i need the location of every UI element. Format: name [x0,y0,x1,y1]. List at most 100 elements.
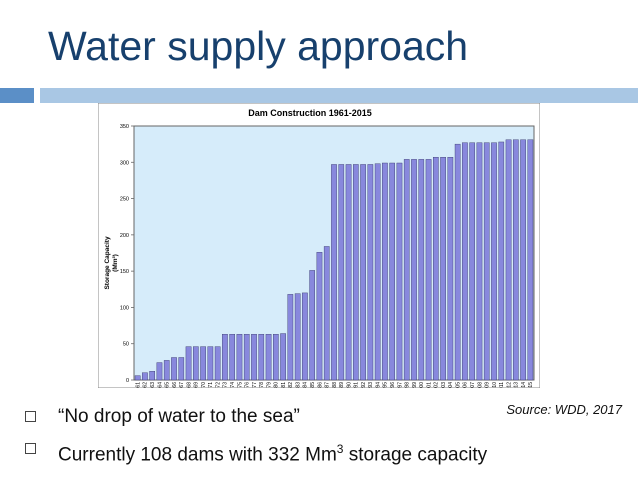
bullet-item: “No drop of water to the sea” [14,401,487,433]
bar-1976 [243,334,250,381]
y-tick-label: 250 [120,197,129,203]
bar-1999 [411,159,417,381]
y-tick-label: 0 [126,378,129,384]
x-tick-label: 2014 [521,382,527,388]
bar-1985 [309,270,315,381]
x-tick-label: 1984 [303,382,309,388]
x-tick-label: 1978 [259,382,265,388]
x-tick-label: 1994 [375,382,381,388]
bar-1995 [382,162,388,381]
bar-1962 [142,372,148,381]
y-tick-label: 350 [120,124,129,130]
bullet-item: Currently 108 dams with 332 Mm3 storage … [14,433,487,471]
x-tick-label: 1995 [383,382,389,388]
x-tick-label: 2004 [448,382,454,388]
slide-title: Water supply approach [48,23,469,69]
x-tick-label: 2005 [455,382,461,388]
title-accent-bar-right [40,88,638,103]
bar-1974 [229,334,235,381]
x-tick-label: 1979 [266,382,272,388]
x-tick-label: 1989 [339,382,345,388]
x-tick-label: 1971 [208,382,214,388]
title-accent-bar-left [0,88,34,103]
x-tick-label: 2015 [528,382,534,388]
bar-1996 [389,162,395,381]
y-tick-label: 150 [120,269,129,275]
bar-2003 [440,157,446,381]
y-tick-label: 200 [120,233,129,239]
x-tick-label: 1996 [390,382,396,388]
x-tick-label: 2002 [434,382,440,388]
bar-2015 [527,139,534,381]
x-tick-label: 1982 [288,382,294,388]
bar-1981 [280,333,286,381]
bar-1970 [200,346,206,381]
x-tick-label: 1990 [346,382,352,388]
x-tick-label: 1991 [354,382,360,388]
y-tick-label: 50 [123,342,129,348]
x-tick-label: 2003 [441,382,447,388]
bar-1973 [222,334,228,381]
bar-1963 [149,371,156,381]
x-tick-label: 1974 [230,382,236,388]
bar-1978 [258,334,265,381]
bullet-text: Currently 108 dams with 332 Mm [58,444,337,466]
x-tick-label: 2009 [485,382,491,388]
bar-2004 [447,157,454,381]
x-tick-label: 1966 [172,382,178,388]
x-tick-label: 1986 [317,382,323,388]
bar-2014 [520,139,526,381]
square-bullet-icon [25,411,36,422]
bar-1987 [323,246,330,381]
x-tick-label: 1969 [194,382,200,388]
x-tick-label: 1977 [252,382,258,388]
x-tick-label: 2013 [514,382,520,388]
bar-2005 [454,143,461,381]
bar-2007 [469,142,475,381]
y-tick-label: 100 [120,305,129,311]
superscript: 3 [336,442,344,456]
bar-1988 [331,164,337,381]
bar-1966 [171,357,177,381]
x-tick-label: 1965 [165,382,171,388]
bar-2000 [418,159,425,381]
x-tick-label: 1985 [310,382,316,388]
bar-2002 [433,157,439,381]
x-tick-label: 1998 [405,382,411,388]
bar-2008 [476,142,483,381]
bar-2009 [483,142,490,381]
x-axis-ticks: 1961 1962 1963 1964 1965 1966 1967 1968 1969 1970… [135,382,534,388]
x-tick-label: 1970 [201,382,207,388]
bar-1991 [352,164,359,381]
bar-1979 [265,334,272,381]
bar-2011 [498,141,505,381]
bar-1998 [403,159,410,381]
bullet-list: “No drop of water to the sea” Currently … [14,401,487,471]
x-tick-label: 2012 [506,382,512,388]
y-axis-ticks: 0 50 100 150 200 250 300 350 [120,124,134,384]
bar-1965 [163,360,170,381]
x-tick-label: 1968 [186,382,192,388]
x-tick-label: 1980 [274,382,280,388]
bar-1992 [360,164,366,381]
dam-construction-chart: Dam Construction 1961-2015 Storage Capac… [98,103,540,388]
x-tick-label: 1962 [143,382,149,388]
x-tick-label: 1976 [245,382,251,388]
x-tick-label: 1981 [281,382,287,388]
y-axis-label-line1: Storage Capacity [104,236,111,289]
x-tick-label: 1973 [223,382,229,388]
bar-1961 [134,375,141,381]
bars [134,139,534,381]
x-tick-label: 2011 [499,382,505,388]
bullet-text-end: storage capacity [343,444,488,466]
square-bullet-icon [25,443,36,454]
bar-1997 [396,162,403,381]
bar-1984 [302,292,308,381]
x-tick-label: 1987 [325,382,331,388]
bar-1975 [236,334,243,381]
x-tick-label: 1964 [157,382,163,388]
x-tick-label: 1993 [368,382,374,388]
bar-2012 [505,139,512,381]
x-tick-label: 1988 [332,382,338,388]
bar-2013 [513,139,519,381]
